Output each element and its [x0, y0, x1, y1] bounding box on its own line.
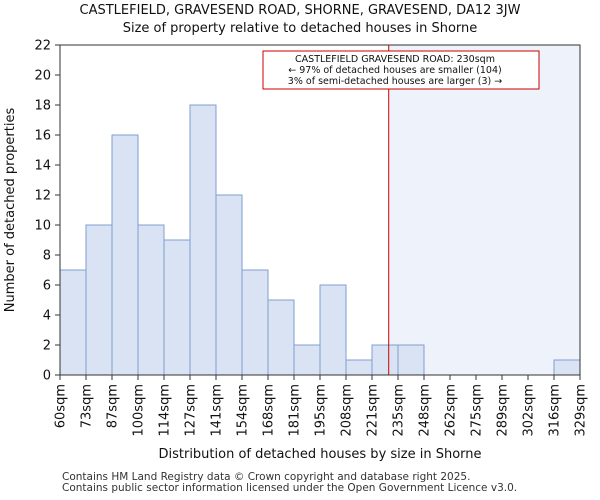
- y-tick-label: 22: [34, 39, 51, 54]
- x-tick-label: 221sqm: [366, 384, 381, 437]
- x-tick-label: 316sqm: [548, 384, 563, 437]
- bar: [59, 269, 87, 376]
- chart-subtitle: Size of property relative to detached ho…: [123, 21, 478, 36]
- y-tick-label: 12: [34, 189, 51, 204]
- annotation-line: ← 97% of detached houses are smaller (10…: [288, 65, 501, 76]
- x-tick-label: 208sqm: [340, 384, 355, 437]
- x-tick-label: 100sqm: [132, 384, 147, 437]
- bar: [371, 344, 399, 376]
- y-tick-label: 14: [34, 159, 51, 174]
- bar: [319, 284, 347, 376]
- y-tick-label: 6: [43, 279, 51, 294]
- x-tick-label: 168sqm: [262, 384, 277, 437]
- bar: [85, 224, 113, 376]
- bar: [215, 194, 243, 376]
- y-tick-label: 8: [43, 249, 51, 264]
- footer: Contains HM Land Registry data © Crown c…: [62, 472, 517, 494]
- y-tick-label: 20: [34, 69, 51, 84]
- x-tick-label: 235sqm: [392, 384, 407, 437]
- bar: [189, 104, 217, 376]
- x-axis-label: Distribution of detached houses by size …: [158, 447, 481, 462]
- y-tick-label: 10: [34, 219, 51, 234]
- y-tick-label: 18: [34, 99, 51, 114]
- x-tick-label: 141sqm: [210, 384, 225, 437]
- annotation-box: [262, 50, 540, 90]
- x-tick-label: 275sqm: [470, 384, 485, 437]
- x-tick-label: 73sqm: [80, 384, 95, 428]
- y-tick-label: 0: [43, 369, 51, 384]
- x-tick-label: 262sqm: [444, 384, 459, 437]
- annotation-line: CASTLEFIELD GRAVESEND ROAD: 230sqm: [295, 54, 495, 65]
- x-tick-label: 127sqm: [184, 384, 199, 437]
- x-tick-label: 195sqm: [314, 384, 329, 437]
- annotation-line: 3% of semi-detached houses are larger (3…: [288, 76, 502, 87]
- x-tick-label: 248sqm: [418, 384, 433, 437]
- bar: [267, 299, 295, 376]
- y-tick-label: 4: [43, 309, 51, 324]
- x-tick-label: 289sqm: [496, 384, 511, 437]
- x-tick-label: 60sqm: [54, 384, 69, 428]
- y-axis-label: Number of detached properties: [3, 108, 18, 313]
- bar: [241, 269, 269, 376]
- bar: [397, 344, 425, 376]
- bar: [163, 239, 191, 376]
- bar: [111, 134, 139, 376]
- bar: [553, 359, 581, 376]
- bar: [293, 344, 321, 376]
- plot-area: 0 2 4 6 8 10 12 14 16 18 20 22 60sqm 73sqm 87sqm 100sqm…: [34, 39, 588, 437]
- chart-title: CASTLEFIELD, GRAVESEND ROAD, SHORNE, GRA…: [80, 3, 521, 18]
- bar: [137, 224, 165, 376]
- x-tick-label: 181sqm: [288, 384, 303, 437]
- x-tick-label: 329sqm: [574, 384, 589, 437]
- x-tick-label: 114sqm: [158, 384, 173, 437]
- footer-line-1: Contains HM Land Registry data © Crown c…: [62, 471, 471, 483]
- highlight-region: [388, 45, 580, 375]
- y-tick-label: 16: [34, 129, 51, 144]
- x-tick-label: 154sqm: [236, 384, 251, 437]
- bar: [345, 359, 373, 376]
- footer-line-2: Contains public sector information licen…: [62, 482, 518, 494]
- y-tick-label: 2: [43, 339, 51, 354]
- x-tick-label: 302sqm: [522, 384, 537, 437]
- x-tick-label: 87sqm: [106, 384, 121, 428]
